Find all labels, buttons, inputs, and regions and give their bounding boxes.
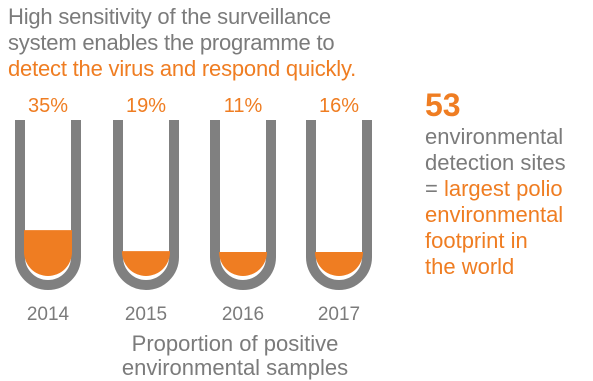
fill-bar-2016 [219,252,267,276]
year-label-2014: 2014 [27,304,70,325]
fill-bar-2015 [122,251,170,276]
panel-line-5: footprint in [425,228,528,253]
panel-line-3-prefix: = [425,176,444,201]
test-tube-2015 [113,120,179,290]
panel-line-3-highlight: largest polio [443,176,563,201]
year-label-2015: 2015 [125,304,167,325]
headline-line-1: High sensitivity of the surveillance [8,4,331,29]
headline: High sensitivity of the surveillance sys… [8,4,438,82]
panel-line-1: environmental [425,124,564,149]
value-label-2015: 19% [126,95,166,117]
panel-line-4: environmental [425,202,564,227]
chart-caption: Proportion of positive environmental sam… [70,332,400,380]
chart-caption-line-2: environmental samples [121,355,349,380]
value-label-2016: 11% [224,95,263,117]
headline-line-2: system enables the programme to [8,30,335,55]
headline-line-3: detect the virus and respond quickly. [8,56,357,81]
panel-line-6: the world [425,254,515,279]
fill-bar-2017 [315,252,363,276]
sites-count: 53 [425,87,461,123]
detection-sites-panel: 53 environmental detection sites = large… [425,86,593,280]
panel-line-3: = largest polio [425,176,593,202]
test-tube-2016 [210,120,276,290]
year-label-2017: 2017 [318,304,360,325]
value-label-2017: 16% [319,95,359,117]
chart-caption-line-1: Proportion of positive [131,331,339,356]
value-label-2014: 35% [28,95,68,117]
panel-line-2: detection sites [425,150,566,175]
test-tube-2014 [15,120,81,290]
year-label-2016: 2016 [222,304,264,325]
test-tube-2017 [306,120,372,290]
fill-bar-2014 [24,230,72,276]
